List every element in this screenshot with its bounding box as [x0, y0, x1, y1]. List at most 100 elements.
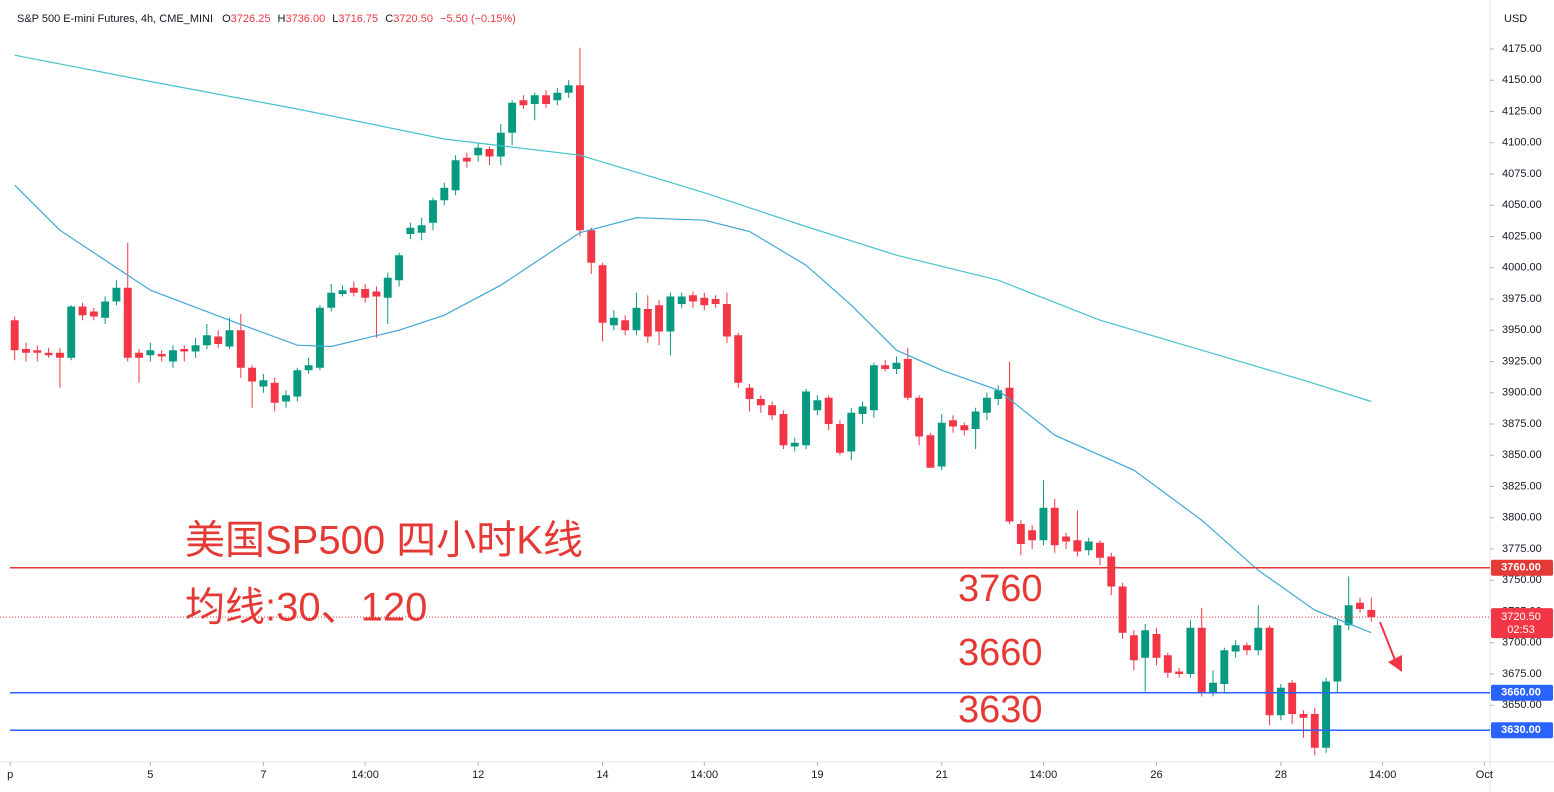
y-tick-label: 3975.00 — [1502, 293, 1542, 305]
y-tick-label: 4000.00 — [1502, 262, 1542, 274]
candle-body — [304, 365, 313, 371]
candle-body — [157, 354, 166, 357]
candle-body — [745, 387, 754, 399]
candle-body — [89, 311, 98, 317]
candle-body — [1016, 524, 1025, 544]
x-tick-label: 12 — [472, 769, 484, 781]
candle-body — [768, 405, 777, 416]
x-tick-label: 21 — [936, 769, 948, 781]
candle-body — [338, 290, 347, 294]
price-label: 3630.00 — [1501, 724, 1541, 736]
x-tick-label: 19 — [811, 769, 823, 781]
candle-body — [1242, 645, 1251, 651]
candle-body — [383, 277, 392, 298]
y-tick-label: 3775.00 — [1502, 543, 1542, 555]
candle-body — [915, 397, 924, 437]
candle-body — [259, 380, 268, 387]
annotation: 均线:30、120 — [185, 586, 427, 630]
candle-body — [1322, 681, 1331, 748]
annotation: 美国SP500 四小时K线 — [185, 519, 583, 563]
y-tick-label: 3750.00 — [1502, 574, 1542, 586]
candle-body — [1186, 627, 1195, 674]
candle-body — [236, 330, 245, 368]
candle-body — [270, 382, 279, 403]
candle-body — [451, 160, 460, 191]
y-tick-label: 4150.00 — [1502, 74, 1542, 86]
candle-body — [881, 365, 890, 369]
candle-body — [214, 336, 223, 344]
candle-body — [722, 304, 731, 337]
candle-body — [349, 287, 358, 293]
candle-body — [1288, 682, 1297, 714]
candle-body — [813, 400, 822, 411]
y-tick-label: 4025.00 — [1502, 230, 1542, 242]
candle-body — [971, 411, 980, 429]
y-tick-label: 3950.00 — [1502, 324, 1542, 336]
candle-body — [1220, 650, 1229, 684]
x-tick-label: 14:00 — [1369, 769, 1397, 781]
candle-body — [1073, 540, 1082, 552]
x-tick-label: Oct — [1476, 769, 1493, 781]
candle-body — [1299, 714, 1308, 718]
candle-body — [1129, 635, 1138, 661]
candle-body — [903, 359, 912, 398]
candle-body — [587, 230, 596, 263]
y-tick-label: 3875.00 — [1502, 418, 1542, 430]
candle-body — [1084, 541, 1093, 551]
candle-body — [395, 255, 404, 281]
candle-body — [892, 362, 901, 369]
annotation: 3660 — [958, 632, 1043, 674]
price-label-box — [1491, 722, 1553, 739]
candle-body — [315, 307, 324, 368]
candle-body — [994, 390, 1003, 399]
candle-body — [655, 305, 664, 332]
candle-body — [67, 306, 76, 358]
candle-body — [836, 424, 844, 453]
candle-body — [949, 420, 957, 427]
candle-body — [666, 296, 675, 332]
y-tick-label: 3800.00 — [1502, 512, 1542, 524]
candle-body — [191, 345, 200, 352]
candle-body — [824, 397, 833, 424]
candle-body — [22, 349, 30, 353]
x-tick-label: 14:00 — [351, 769, 379, 781]
candle-body — [643, 309, 652, 337]
candle-body — [1163, 655, 1172, 673]
y-tick-label: 4075.00 — [1502, 168, 1542, 180]
change: −5.50 (−0.15%) — [440, 13, 516, 25]
ohlc-letter: L — [332, 13, 338, 25]
candle-body — [609, 317, 618, 326]
candle-body — [689, 295, 697, 302]
x-tick-label: 14:00 — [691, 769, 719, 781]
candle-body — [734, 335, 743, 383]
ma-line — [14, 184, 1372, 634]
candle-body — [711, 299, 720, 304]
candle-body — [248, 367, 257, 382]
title: S&P 500 E-mini Futures, 4h, CME_MINI — [17, 13, 213, 25]
candle-body — [101, 301, 110, 318]
candle-body — [530, 95, 539, 104]
candle-body — [1039, 507, 1048, 541]
candle-body — [372, 291, 381, 297]
countdown: 02:53 — [1507, 624, 1535, 636]
candle-body — [1107, 556, 1116, 587]
candle-body — [937, 422, 946, 467]
candle-body — [406, 227, 415, 234]
candle-body — [44, 352, 53, 356]
price-label: 3660.00 — [1501, 687, 1541, 699]
candle-body — [632, 307, 641, 331]
candle-body — [700, 297, 709, 306]
ohlc-letter: C — [385, 13, 393, 25]
arrow — [1379, 621, 1402, 672]
last-price-label: 3720.50 — [1501, 611, 1541, 623]
candle-body — [926, 435, 935, 468]
annotation: 3760 — [958, 568, 1043, 610]
candle-body — [519, 100, 528, 106]
price-label: 3760.00 — [1501, 562, 1541, 574]
candle-body — [869, 365, 878, 411]
candle-body — [1333, 625, 1342, 682]
candle-body — [1209, 682, 1217, 693]
candle-body — [542, 95, 550, 104]
candle-body — [1005, 387, 1014, 522]
candle-body — [598, 265, 607, 323]
